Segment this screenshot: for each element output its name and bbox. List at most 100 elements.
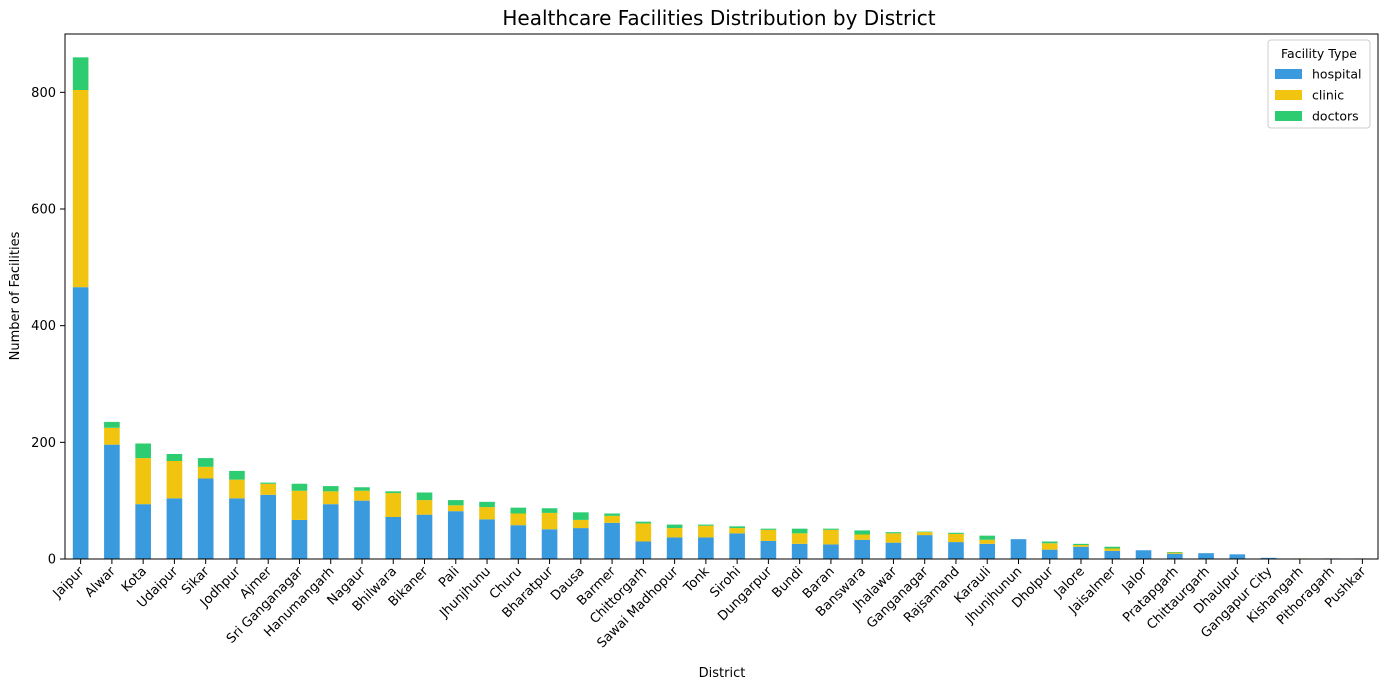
bar-hospital bbox=[447, 511, 464, 559]
bar-hospital bbox=[791, 543, 808, 559]
bar-doctors bbox=[666, 524, 683, 529]
legend-title: Facility Type bbox=[1281, 46, 1357, 61]
bar-hospital bbox=[760, 540, 777, 559]
bar-hospital bbox=[1010, 539, 1027, 559]
chart-title: Healthcare Facilities Distribution by Di… bbox=[502, 6, 935, 30]
bar-hospital bbox=[666, 537, 683, 559]
bar-doctors bbox=[854, 530, 870, 535]
bar-clinic bbox=[916, 532, 933, 536]
bar-doctors bbox=[760, 528, 777, 530]
bar-hospital bbox=[104, 444, 120, 559]
y-tick-label: 400 bbox=[31, 319, 56, 334]
bar-doctors bbox=[104, 421, 120, 428]
bar-clinic bbox=[166, 461, 183, 499]
bar-hospital bbox=[635, 541, 652, 559]
bar-hospital bbox=[573, 528, 589, 559]
bar-clinic bbox=[104, 427, 120, 445]
bar-doctors bbox=[72, 57, 89, 90]
legend-box bbox=[1267, 39, 1371, 129]
legend-swatch-clinic bbox=[1275, 90, 1302, 100]
bar-hospital bbox=[823, 544, 839, 559]
x-axis-label: District bbox=[699, 666, 746, 681]
bar-doctors bbox=[791, 528, 808, 534]
x-tick-label: Jaipur bbox=[50, 564, 88, 602]
bar-hospital bbox=[979, 543, 996, 559]
bar-doctors bbox=[604, 513, 620, 516]
bar-clinic bbox=[698, 525, 714, 538]
bar-doctors bbox=[698, 524, 714, 526]
bar-doctors bbox=[541, 508, 558, 513]
bar-clinic bbox=[541, 512, 558, 530]
bar-clinic bbox=[479, 507, 495, 520]
bar-hospital bbox=[541, 529, 558, 559]
bar-hospital bbox=[1260, 557, 1277, 559]
bar-doctors bbox=[166, 454, 183, 461]
bar-clinic bbox=[1104, 548, 1121, 551]
legend-label-doctors: doctors bbox=[1312, 109, 1359, 124]
bar-hospital bbox=[1229, 554, 1246, 559]
bar-clinic bbox=[354, 490, 370, 501]
bar-clinic bbox=[760, 529, 777, 541]
bar-doctors bbox=[1041, 541, 1058, 544]
bar-hospital bbox=[916, 535, 933, 559]
bar-hospital bbox=[1166, 553, 1183, 559]
bar-hospital bbox=[260, 494, 277, 559]
bar-clinic bbox=[447, 505, 464, 512]
bar-hospital bbox=[197, 478, 214, 559]
bar-clinic bbox=[416, 500, 433, 515]
y-axis: 0 200 400 600 800 bbox=[31, 86, 65, 568]
bar-hospital bbox=[698, 537, 714, 559]
bar-clinic bbox=[666, 528, 683, 538]
x-tick-label: Bundi bbox=[770, 564, 807, 601]
bar-clinic bbox=[573, 519, 589, 529]
bar-clinic bbox=[291, 490, 308, 520]
x-tick-label: Pali bbox=[436, 564, 462, 590]
bar-clinic bbox=[979, 539, 996, 544]
bar-doctors bbox=[729, 526, 745, 529]
bar-doctors bbox=[635, 521, 652, 524]
legend-swatch-hospital bbox=[1275, 69, 1302, 79]
bar-clinic bbox=[729, 528, 745, 534]
bar-doctors bbox=[823, 528, 839, 530]
legend-swatch-doctors bbox=[1275, 111, 1302, 121]
bar-doctors bbox=[354, 487, 370, 491]
bar-hospital bbox=[510, 525, 527, 559]
bar-doctors bbox=[1073, 543, 1089, 545]
bar-clinic bbox=[854, 534, 870, 540]
bar-clinic bbox=[1166, 552, 1183, 554]
bar-clinic bbox=[135, 458, 151, 505]
bar-clinic bbox=[885, 533, 902, 543]
bar-hospital bbox=[416, 514, 433, 559]
bar-doctors bbox=[573, 512, 589, 520]
bar-clinic bbox=[635, 523, 652, 542]
bar-clinic bbox=[948, 533, 964, 543]
bar-clinic bbox=[1073, 545, 1089, 547]
legend-label-hospital: hospital bbox=[1312, 67, 1362, 82]
bar-hospital bbox=[1198, 553, 1214, 559]
plot-area bbox=[72, 57, 1371, 559]
x-tick-label: Alwar bbox=[82, 564, 119, 601]
bar-doctors bbox=[1166, 552, 1183, 553]
y-tick-label: 600 bbox=[31, 203, 56, 218]
bar-clinic bbox=[197, 466, 214, 479]
bar-hospital bbox=[729, 533, 745, 559]
bar-doctors bbox=[135, 443, 151, 459]
bar-hospital bbox=[72, 287, 89, 559]
bar-hospital bbox=[229, 498, 245, 559]
bar-hospital bbox=[322, 504, 339, 559]
bar-doctors bbox=[322, 486, 339, 492]
bar-doctors bbox=[1104, 546, 1121, 549]
bar-doctors bbox=[948, 532, 964, 534]
bar-hospital bbox=[135, 504, 151, 559]
bar-doctors bbox=[447, 500, 464, 506]
bar-hospital bbox=[1104, 550, 1121, 559]
bar-hospital bbox=[385, 517, 402, 559]
bar-hospital bbox=[1041, 549, 1058, 559]
y-tick-label: 200 bbox=[31, 436, 56, 451]
bar-doctors bbox=[479, 501, 495, 508]
bar-hospital bbox=[604, 522, 620, 559]
bar-clinic bbox=[1041, 543, 1058, 550]
bar-hospital bbox=[479, 519, 495, 559]
